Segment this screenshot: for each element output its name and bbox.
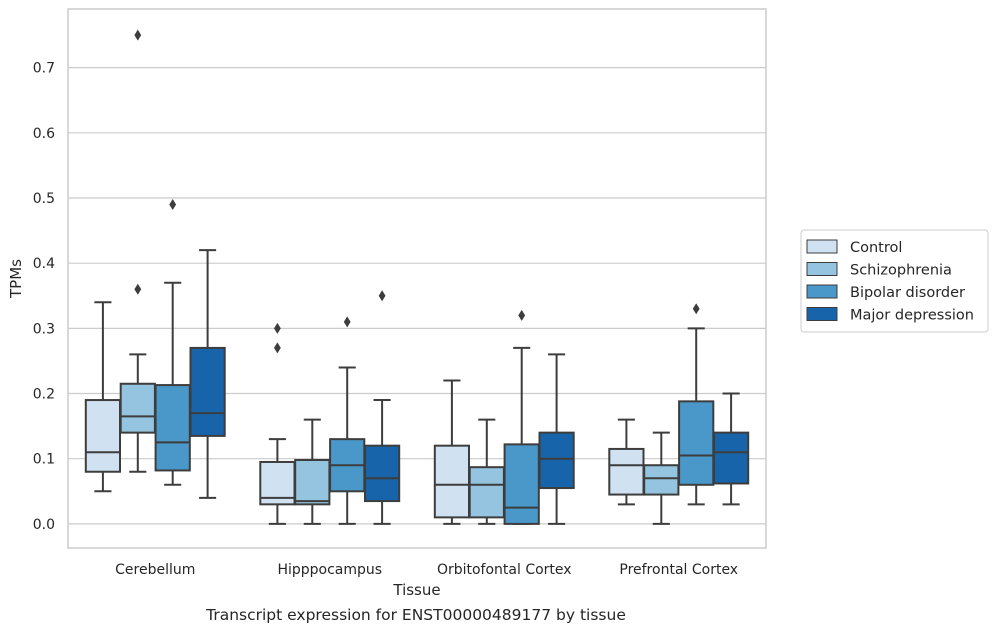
y-tick-label: 0.3 (33, 321, 55, 337)
box-iqr (189, 346, 226, 437)
box-0-3 (189, 249, 226, 499)
box-iqr (678, 400, 715, 486)
box-iqr (84, 399, 122, 473)
y-tick-label: 0.2 (33, 387, 55, 403)
box-iqr (433, 444, 471, 519)
box-2-2 (503, 309, 540, 525)
legend-entry: Bipolar disorder (850, 285, 965, 301)
box-0-0 (84, 301, 122, 493)
box-3-0 (608, 418, 645, 506)
x-axis-label: Tissue (392, 581, 440, 599)
y-tick-label: 0.5 (33, 191, 55, 207)
box-1-0 (259, 322, 296, 525)
outlier-point (274, 342, 281, 354)
box-iqr (608, 447, 645, 496)
x-axis-ticks: Cerebellum Hipppocampus Orbitofontal Corte… (115, 562, 738, 578)
chart-caption: Transcript expression for ENST0000048917… (206, 606, 626, 624)
box-iqr (468, 466, 505, 519)
y-axis-label: TPMs (7, 259, 25, 299)
y-tick-label: 0.7 (33, 61, 55, 77)
x-tick-label: Prefrontal Cortex (619, 562, 738, 578)
box-2-1 (468, 418, 505, 525)
box-3-3 (712, 392, 750, 506)
outlier-point (134, 283, 142, 295)
legend-swatch (806, 239, 838, 254)
y-tick-label: 0.4 (33, 256, 55, 272)
box-iqr (154, 384, 191, 472)
outlier-point (274, 322, 281, 334)
legend-swatch (806, 284, 838, 299)
x-tick-label: Cerebellum (115, 562, 195, 578)
outlier-point (169, 199, 177, 211)
outlier-point (134, 29, 142, 41)
box-1-2 (329, 316, 366, 525)
box-iqr (294, 459, 331, 506)
box-2-0 (433, 379, 471, 525)
y-tick-label: 0.0 (33, 517, 55, 533)
box-iqr (538, 431, 575, 490)
plot-frame (67, 8, 767, 549)
outlier-point (692, 303, 700, 315)
box-iqr (643, 464, 680, 496)
box-3-1 (643, 431, 680, 525)
legend-swatch (806, 262, 838, 276)
x-tick-label: Hipppocampus (277, 562, 382, 578)
legend-entry: Control (850, 240, 902, 256)
box-iqr (119, 382, 156, 434)
y-axis-ticks: 0.0 0.1 0.2 0.3 0.4 0.5 0.6 0.7 (33, 61, 55, 533)
box-1-1 (294, 418, 331, 525)
box-3-2 (678, 303, 715, 506)
outlier-point (378, 290, 386, 302)
boxes (84, 29, 750, 525)
legend-swatch (806, 307, 838, 321)
legend-entry: Major depression (850, 308, 974, 324)
y-tick-label: 0.1 (33, 452, 55, 468)
legend-frame (800, 229, 989, 333)
box-iqr (503, 443, 540, 525)
legend: Control Schizophrenia Bipolar disorder Majo… (800, 229, 989, 333)
box-0-2 (154, 199, 191, 486)
y-tick-label: 0.6 (33, 126, 55, 142)
legend-entry: Schizophrenia (850, 263, 952, 279)
outlier-point (518, 309, 526, 321)
outlier-point (343, 316, 351, 328)
x-tick-label: Orbitofontal Cortex (437, 562, 572, 578)
box-iqr (712, 431, 750, 485)
box-1-3 (363, 290, 401, 525)
box-2-3 (538, 353, 575, 525)
box-0-1 (119, 29, 156, 473)
box-iqr (363, 444, 401, 503)
